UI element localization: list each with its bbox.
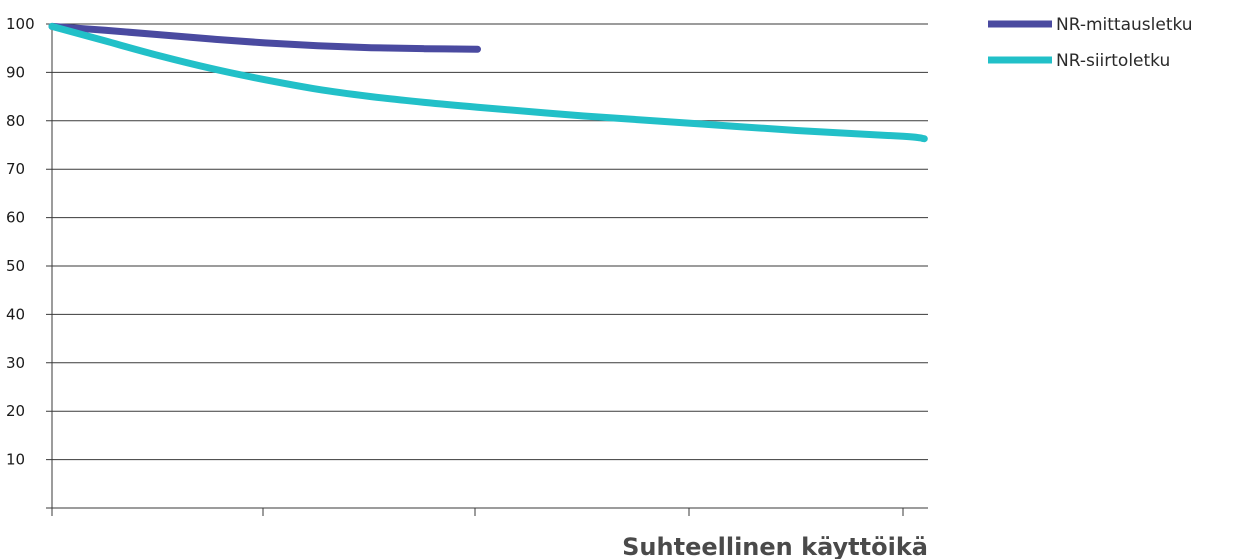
- y-tick-label-10: 10: [6, 451, 25, 469]
- grid-lines: [46, 23, 928, 461]
- y-tick-label-90: 90: [6, 63, 25, 81]
- y-tick-label-80: 80: [6, 112, 25, 130]
- legend-label-2: NR-siirtoletku: [1056, 51, 1170, 71]
- series-line-1: [48, 22, 481, 53]
- y-tick-label-30: 30: [6, 354, 25, 372]
- axes: 10 20 30 40 50 60 70 80 90 100: [6, 15, 928, 516]
- legend-label-1: NR-mittausletku: [1056, 15, 1193, 35]
- legend: NR-mittausletku NR-siirtoletku: [988, 15, 1193, 71]
- series-lines: [48, 22, 928, 143]
- series-line-2: [48, 22, 928, 143]
- y-tick-label-20: 20: [6, 402, 25, 420]
- y-tick-label-100: 100: [6, 15, 35, 33]
- y-tick-label-40: 40: [6, 305, 25, 323]
- y-tick-label-50: 50: [6, 257, 25, 275]
- y-tick-label-70: 70: [6, 160, 25, 178]
- y-tick-label-60: 60: [6, 209, 25, 227]
- x-axis-title: Suhteellinen käyttöikä: [622, 533, 928, 559]
